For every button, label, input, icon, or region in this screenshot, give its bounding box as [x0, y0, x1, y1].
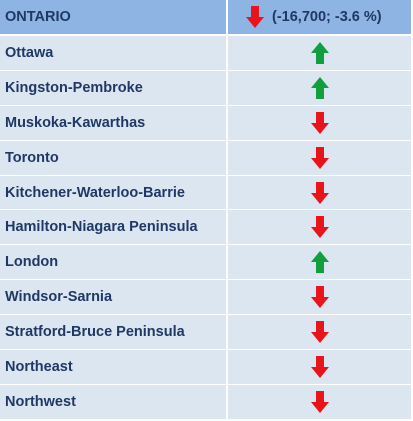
- table-row: London: [0, 245, 411, 281]
- region-name: Stratford-Bruce Peninsula: [0, 315, 228, 350]
- down-arrow-icon: [310, 111, 329, 134]
- trend-cell: [228, 385, 411, 419]
- header-change-value: (-16,700; -3.6 %): [272, 9, 382, 25]
- down-arrow-icon: [246, 6, 264, 28]
- down-arrow-icon: [310, 181, 329, 204]
- up-arrow-icon: [310, 76, 329, 99]
- down-arrow-icon: [310, 355, 329, 378]
- down-arrow-icon: [310, 321, 329, 344]
- region-name: Hamilton-Niagara Peninsula: [0, 210, 228, 245]
- table-row: Kingston-Pembroke: [0, 70, 411, 106]
- table-row: Stratford-Bruce Peninsula: [0, 315, 411, 351]
- down-arrow-icon: [310, 146, 329, 169]
- region-name: London: [0, 245, 228, 280]
- region-name: Northwest: [0, 384, 228, 419]
- header-region: ONTARIO: [0, 0, 228, 34]
- up-arrow-icon: [310, 41, 329, 64]
- table-row: Windsor-Sarnia: [0, 280, 411, 316]
- down-arrow-icon: [310, 216, 329, 239]
- region-name: Windsor-Sarnia: [0, 280, 228, 315]
- trend-cell: [228, 176, 411, 210]
- region-name: Toronto: [0, 140, 228, 175]
- trend-cell: [228, 106, 411, 140]
- down-arrow-icon: [310, 286, 329, 309]
- region-name: Northeast: [0, 350, 228, 384]
- trend-cell: [228, 71, 411, 105]
- trend-cell: [228, 280, 411, 314]
- table-row: Muskoka-Kawarthas: [0, 105, 411, 141]
- table-body: Ottawa Kingston-Pembroke Muskoka-Kawarthas…: [0, 36, 411, 420]
- up-arrow-icon: [310, 251, 329, 274]
- trend-cell: [228, 245, 411, 279]
- table-header: ONTARIO (-16,700; -3.6 %): [0, 0, 411, 36]
- table-row: Northeast: [0, 350, 411, 385]
- trend-cell: [228, 315, 411, 349]
- trend-cell: [228, 210, 411, 244]
- trend-cell: [228, 141, 411, 175]
- region-name: Kingston-Pembroke: [0, 70, 228, 105]
- region-name: Kitchener-Waterloo-Barrie: [0, 175, 228, 210]
- table-row: Northwest: [0, 384, 411, 420]
- table-row: Toronto: [0, 140, 411, 176]
- down-arrow-icon: [310, 390, 329, 413]
- region-name: Ottawa: [0, 36, 228, 70]
- trend-cell: [228, 350, 411, 384]
- trend-cell: [228, 36, 411, 70]
- table-row: Ottawa: [0, 36, 411, 71]
- table-row: Kitchener-Waterloo-Barrie: [0, 175, 411, 211]
- table-row: Hamilton-Niagara Peninsula: [0, 210, 411, 246]
- header-change-cell: (-16,700; -3.6 %): [228, 0, 411, 34]
- region-name: Muskoka-Kawarthas: [0, 105, 228, 140]
